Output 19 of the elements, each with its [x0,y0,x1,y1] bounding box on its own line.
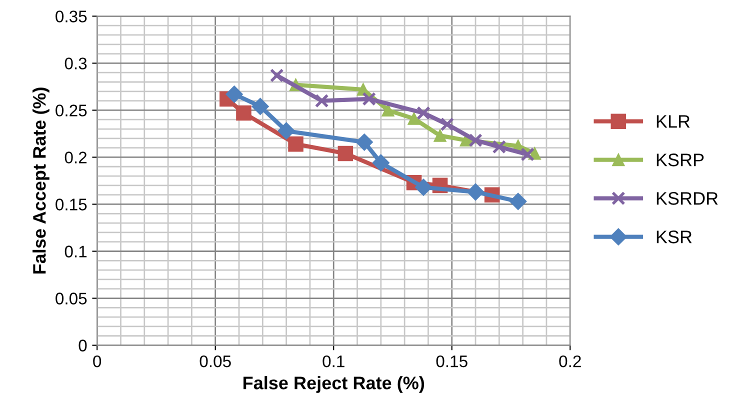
y-tick-label: 0.1 [64,246,87,258]
y-tick-label: 0.35 [56,10,87,22]
y-tick-label: 0.15 [56,198,87,210]
y-tick-label: 0.3 [64,58,87,70]
x-tick-label: 0 [93,355,102,368]
y-tick-label: 0.05 [56,292,87,304]
legend-label: KSR [656,230,692,244]
x-tick-label: 0.15 [436,355,468,368]
y-tick-label: 0.25 [56,104,87,116]
x-tick-label: 0.2 [559,355,581,368]
x-tick-label: 0.05 [200,355,231,368]
x-axis-title: False Reject Rate (%) [244,376,424,393]
y-tick-label: 0.2 [64,152,87,164]
legend-label: KLR [656,115,690,128]
legend-label: KSRDR [656,192,718,205]
x-tick-label: 0.1 [322,355,344,368]
y-tick-label: 0 [78,340,87,352]
legend-label: KSRP [656,154,704,166]
y-axis-title: False Accept Rate (%) [32,88,50,274]
